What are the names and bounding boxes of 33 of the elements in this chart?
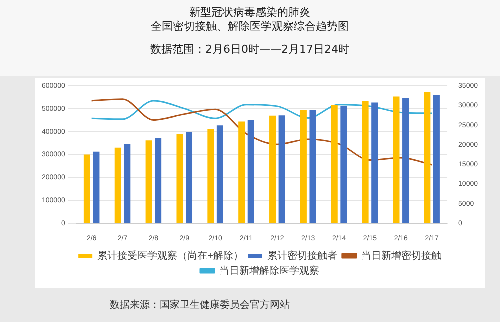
- bar: [176, 134, 184, 224]
- bar: [248, 120, 254, 224]
- bar: [372, 102, 378, 224]
- bar: [402, 98, 410, 224]
- legend-label: 累计接受医学观察（尚在+解除）: [98, 250, 244, 262]
- source-note: 数据来源：国家卫生健康委员会官方网站: [109, 298, 291, 312]
- bar: [93, 152, 100, 224]
- bar: [424, 92, 431, 224]
- bar: [340, 106, 348, 224]
- bar: [238, 122, 246, 224]
- bar: [270, 116, 276, 224]
- bar: [433, 95, 440, 224]
- legend-label: 累计密切接触者: [267, 250, 338, 262]
- bar: [310, 110, 316, 224]
- bar: [331, 105, 338, 224]
- chart-title: 新型冠状病毒感染的肺炎: [188, 6, 312, 20]
- legend-label: 当日新增解除医学观察: [220, 264, 320, 277]
- bar: [186, 132, 193, 224]
- bar: [114, 148, 122, 224]
- bar: [124, 144, 131, 224]
- bar: [393, 96, 400, 224]
- bar: [84, 154, 90, 224]
- legend-label: 当日新增密切接触: [361, 250, 442, 262]
- text: 数据范围：2月6日0时——2月17日24时: [150, 42, 350, 57]
- bar: [362, 101, 369, 224]
- chart-subtitle: 全国密切接触、解除医学观察综合趋势图: [150, 20, 350, 34]
- bar: [278, 116, 286, 224]
- bar: [155, 138, 162, 224]
- bar: [300, 110, 307, 224]
- line-series: [91, 100, 433, 120]
- bar: [146, 140, 152, 224]
- bar: [216, 126, 224, 224]
- bar: [208, 129, 214, 224]
